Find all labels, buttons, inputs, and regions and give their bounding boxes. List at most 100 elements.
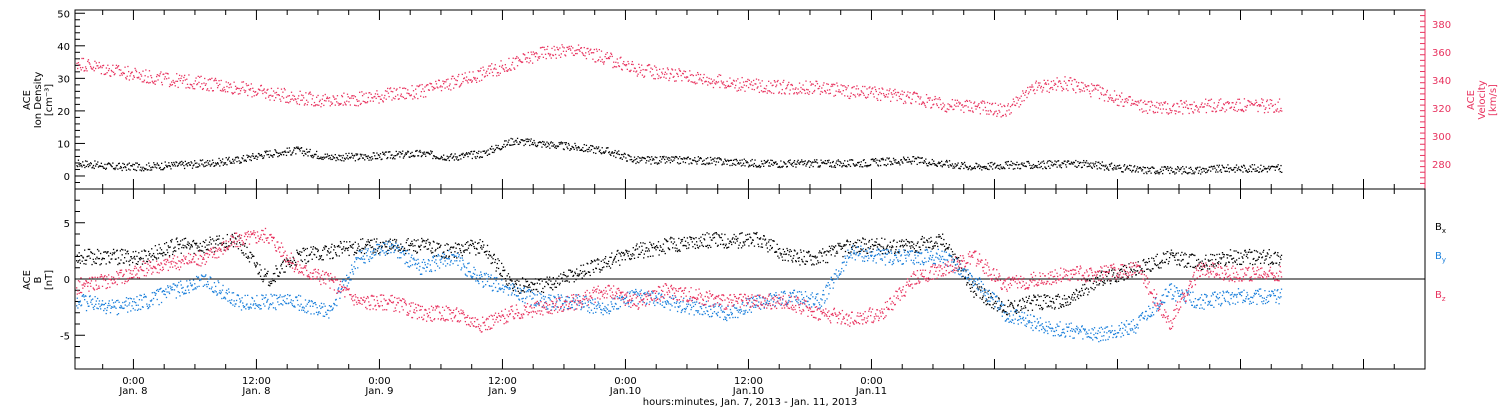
velocity-point	[684, 76, 686, 78]
density-point	[300, 147, 302, 149]
velocity-point	[365, 92, 367, 94]
density-point	[1174, 168, 1177, 170]
density-point	[572, 147, 575, 149]
density-point	[341, 157, 344, 159]
field-point-bx	[414, 250, 417, 252]
density-point	[1210, 165, 1213, 168]
velocity-point	[196, 83, 198, 86]
density-point	[1100, 168, 1102, 170]
velocity-point	[119, 74, 121, 77]
field-point-bx	[900, 244, 902, 247]
velocity-point	[904, 100, 906, 103]
velocity-point	[1220, 109, 1223, 111]
density-tick-label: 40	[57, 42, 70, 53]
velocity-point	[479, 70, 481, 72]
velocity-point	[1050, 87, 1052, 89]
velocity-point	[608, 56, 610, 59]
density-point	[481, 156, 484, 158]
density-point	[186, 163, 188, 165]
field-point-bx	[406, 239, 408, 241]
density-point	[107, 163, 109, 165]
velocity-point	[120, 72, 123, 75]
field-point-bx	[600, 260, 602, 262]
velocity-point	[1014, 104, 1017, 107]
density-point	[130, 164, 132, 167]
density-point	[1102, 165, 1104, 167]
field-point-bx	[278, 271, 281, 273]
velocity-point	[1058, 80, 1060, 82]
field-point-bx	[296, 249, 298, 251]
velocity-point	[1174, 110, 1176, 112]
density-point	[1200, 168, 1203, 171]
density-point	[867, 165, 870, 167]
field-point-bx	[108, 261, 110, 263]
density-point	[412, 155, 414, 157]
density-point	[879, 164, 882, 167]
density-point	[527, 140, 529, 143]
field-point-bx	[202, 250, 204, 252]
velocity-point	[108, 67, 110, 70]
field-point-bx	[119, 250, 121, 252]
field-point-bx	[564, 274, 567, 277]
velocity-point	[112, 64, 114, 66]
density-point	[622, 154, 624, 156]
velocity-point	[449, 83, 451, 85]
field-point-bx	[882, 246, 884, 248]
velocity-point	[199, 86, 202, 88]
field-point-bx	[88, 255, 90, 257]
field-point-bx	[867, 247, 869, 249]
velocity-point	[1078, 82, 1080, 84]
velocity-point	[1147, 101, 1149, 103]
field-point-bx	[967, 274, 970, 276]
density-point	[231, 162, 233, 164]
density-point	[1146, 172, 1148, 175]
density-point	[1039, 162, 1042, 164]
density-point	[630, 156, 632, 158]
velocity-point	[671, 68, 673, 70]
velocity-point	[630, 69, 632, 71]
velocity-point	[966, 100, 969, 102]
density-point	[99, 165, 101, 167]
field-point-bx	[832, 249, 834, 251]
field-point-bx	[290, 259, 292, 262]
density-point	[514, 143, 516, 146]
field-point-bx	[927, 241, 929, 243]
velocity-point	[667, 68, 669, 71]
density-point	[500, 148, 502, 151]
density-point	[976, 166, 979, 168]
field-point-bx	[758, 245, 760, 248]
field-point-bx	[450, 251, 452, 254]
field-point-bx	[94, 262, 96, 264]
velocity-point	[1160, 102, 1162, 104]
velocity-point	[1093, 84, 1096, 87]
velocity-point	[148, 82, 150, 84]
field-point-bx	[675, 244, 677, 246]
velocity-point	[927, 97, 929, 99]
velocity-point	[885, 96, 887, 98]
field-point-bx	[667, 247, 669, 249]
field-point-bx	[945, 248, 947, 250]
velocity-point	[712, 80, 714, 83]
density-point	[741, 159, 743, 161]
field-point-bx	[816, 256, 818, 258]
velocity-point	[813, 89, 816, 92]
velocity-point	[186, 78, 188, 80]
velocity-point	[492, 75, 494, 77]
density-point	[1176, 168, 1178, 171]
field-point-bx	[708, 233, 710, 235]
density-point	[1055, 161, 1058, 163]
field-point-bx	[732, 237, 734, 239]
density-point	[829, 162, 832, 164]
field-point-bx	[892, 240, 895, 242]
field-point-bx	[84, 259, 86, 261]
density-point	[984, 165, 986, 168]
velocity-point	[392, 91, 394, 93]
velocity-point	[347, 96, 349, 98]
field-point-bx	[965, 284, 968, 286]
velocity-point	[328, 97, 331, 99]
density-point	[452, 156, 454, 159]
density-point	[784, 163, 786, 165]
velocity-point	[1172, 104, 1175, 107]
field-point-bx	[648, 248, 650, 250]
field-point-bx	[765, 244, 767, 246]
